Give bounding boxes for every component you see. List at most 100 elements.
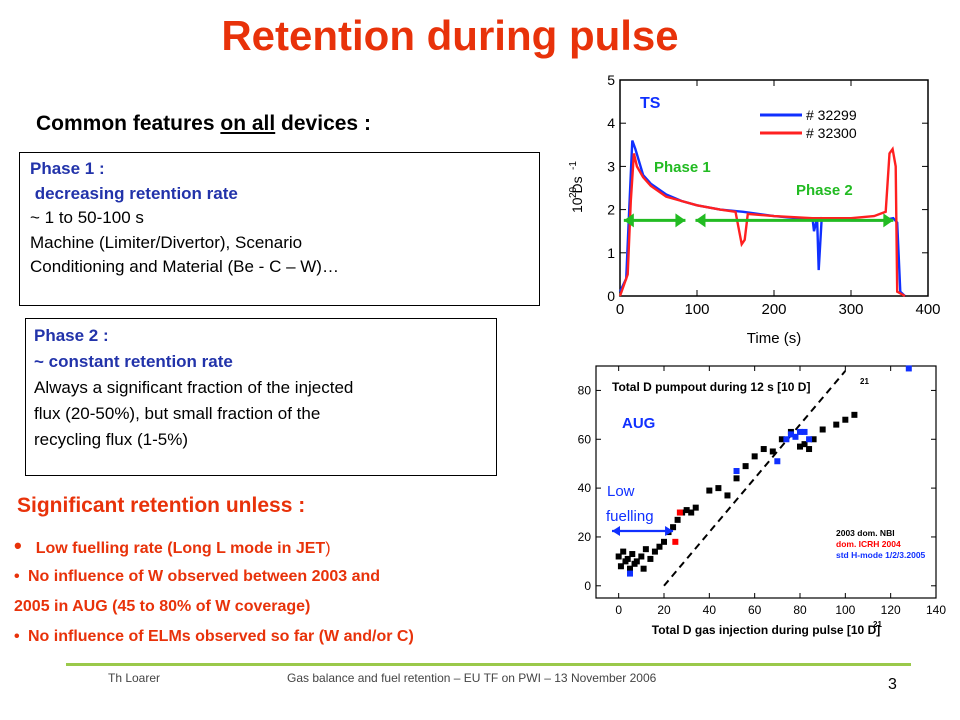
data-point-0 (706, 487, 713, 494)
y-tick-label: 40 (578, 481, 592, 495)
y-axis-exponent: 20 (568, 186, 579, 198)
bullet1-end: ) (325, 540, 331, 557)
phase2-subheading: ~ constant retention rate (34, 352, 233, 371)
data-point-0 (638, 553, 645, 560)
data-point-0 (615, 553, 622, 560)
legend-label: dom. ICRH 2004 (836, 539, 901, 549)
data-point-2 (783, 436, 790, 443)
data-point-0 (620, 548, 627, 555)
data-point-0 (715, 485, 722, 492)
chart-title: Total D pumpout during 12 s [10 D] (612, 380, 810, 394)
common-features-suffix: devices : (275, 112, 371, 135)
data-point-0 (842, 416, 849, 423)
data-point-0 (674, 516, 681, 523)
ts-plot-area: 0 100 200 300 400 0 1 2 3 4 5 # 32299 # 32300 TS Phase… (568, 72, 941, 347)
data-point-2 (797, 428, 803, 435)
data-point-2 (801, 428, 808, 435)
phase-annotation: Phase 1 (654, 159, 711, 176)
phase2-box: Phase 2 : ~ constant retention rate Alwa… (25, 318, 497, 476)
data-point-0 (851, 411, 858, 418)
bullet-dot: • (14, 568, 20, 585)
x-axis-label: Time (s) (747, 330, 801, 347)
y-tick-label: 0 (584, 579, 591, 593)
plot-frame (619, 79, 929, 297)
y-tick-label: 0 (607, 288, 615, 304)
footer-divider (66, 663, 911, 666)
data-point-0 (806, 446, 813, 453)
x-tick-label: 80 (793, 603, 807, 617)
phase2-line: Always a significant fraction of the inj… (34, 378, 354, 397)
data-point-0 (833, 421, 840, 428)
bullet-w-influence: • No influence of W observed between 2003… (14, 568, 380, 586)
data-point-2 (806, 436, 813, 443)
y-tick-label: 2 (607, 202, 615, 218)
data-point-0 (629, 551, 636, 558)
data-point-0 (656, 543, 663, 550)
phase2-heading: Phase 2 : (34, 326, 109, 345)
data-point-2 (733, 468, 740, 475)
x-tick-label: 0 (616, 301, 624, 318)
data-point-0 (819, 426, 826, 433)
footer-event: Gas balance and fuel retention – EU TF o… (287, 671, 657, 685)
phase1-arrow-head (623, 213, 634, 228)
legend-label: # 32299 (806, 107, 857, 123)
phase1-line: Conditioning and Material (Be - C – W)… (30, 257, 339, 276)
data-point-0 (733, 475, 740, 482)
x-axis-exponent: 21 (873, 620, 882, 629)
phase1-arrow-head (675, 213, 686, 228)
legend-label: # 32300 (806, 125, 857, 141)
y-axis-label: 10 Ds (569, 176, 585, 213)
aug-plot-area: 0 20 40 60 80 100 120 140 0 20 40 60 80 Total D pumpo… (578, 365, 946, 637)
phase1-line: Machine (Limiter/Divertor), Scenario (30, 232, 303, 252)
x-tick-label: 20 (657, 603, 671, 617)
common-features-prefix: Common features (36, 112, 221, 135)
data-point-0 (633, 558, 640, 565)
data-point-0 (751, 453, 758, 460)
page-number: 3 (888, 676, 897, 693)
footer-author: Th Loarer (108, 671, 161, 685)
data-point-0 (661, 538, 667, 545)
data-point-0 (810, 436, 817, 443)
x-tick-label: 100 (835, 603, 855, 617)
low-fuelling-arrow-head (665, 526, 674, 536)
phase-annotation: Phase 2 (796, 182, 853, 199)
legend-label: 2003 dom. NBI (836, 528, 895, 538)
data-point-0 (624, 555, 631, 562)
bullet-dot: • (14, 533, 22, 558)
phase2-arrow-head (695, 213, 706, 228)
data-point-0 (683, 507, 690, 514)
legend-label: std H-mode 1/2/3.2005 (836, 550, 926, 560)
phase1-line: ~ 1 to 50-100 s (30, 208, 144, 227)
data-point-0 (801, 441, 808, 448)
phase2-line: recycling flux (1-5%) (34, 430, 188, 449)
y-tick-label: 60 (578, 432, 592, 446)
x-tick-label: 120 (881, 603, 901, 617)
data-point-0 (642, 546, 649, 553)
y-axis-exponent: -1 (568, 161, 579, 170)
data-point-0 (640, 565, 647, 572)
data-point-0 (692, 504, 699, 511)
y-tick-label: 1 (607, 245, 615, 261)
plot-frame (595, 365, 937, 599)
x-tick-label: 140 (926, 603, 946, 617)
data-point-0 (760, 446, 767, 453)
low-fuelling-label: fuelling (606, 508, 654, 525)
x-tick-label: 300 (838, 301, 863, 318)
significant-retention-heading: Significant retention unless : (17, 494, 306, 517)
x-tick-label: 200 (761, 301, 786, 318)
device-label: AUG (622, 415, 655, 432)
data-point-0 (742, 463, 749, 470)
page-title: Retention during pulse (221, 12, 679, 59)
phase2-arrow-head (883, 213, 894, 228)
data-point-0 (688, 509, 695, 516)
x-tick-label: 400 (915, 301, 940, 318)
x-tick-label: 100 (684, 301, 709, 318)
bullet2-line2: 2005 in AUG (45 to 80% of W coverage) (14, 598, 311, 615)
data-point-0 (778, 436, 785, 443)
phase1-heading: Phase 1 : (30, 159, 105, 178)
phase2-line: flux (20-50%), but small fraction of the (34, 404, 321, 423)
bullet-elm-influence: • No influence of ELMs observed so far (W… (14, 628, 414, 646)
trend-line (663, 370, 847, 587)
low-fuelling-label: Low (607, 483, 635, 500)
y-tick-label: 80 (578, 383, 592, 397)
